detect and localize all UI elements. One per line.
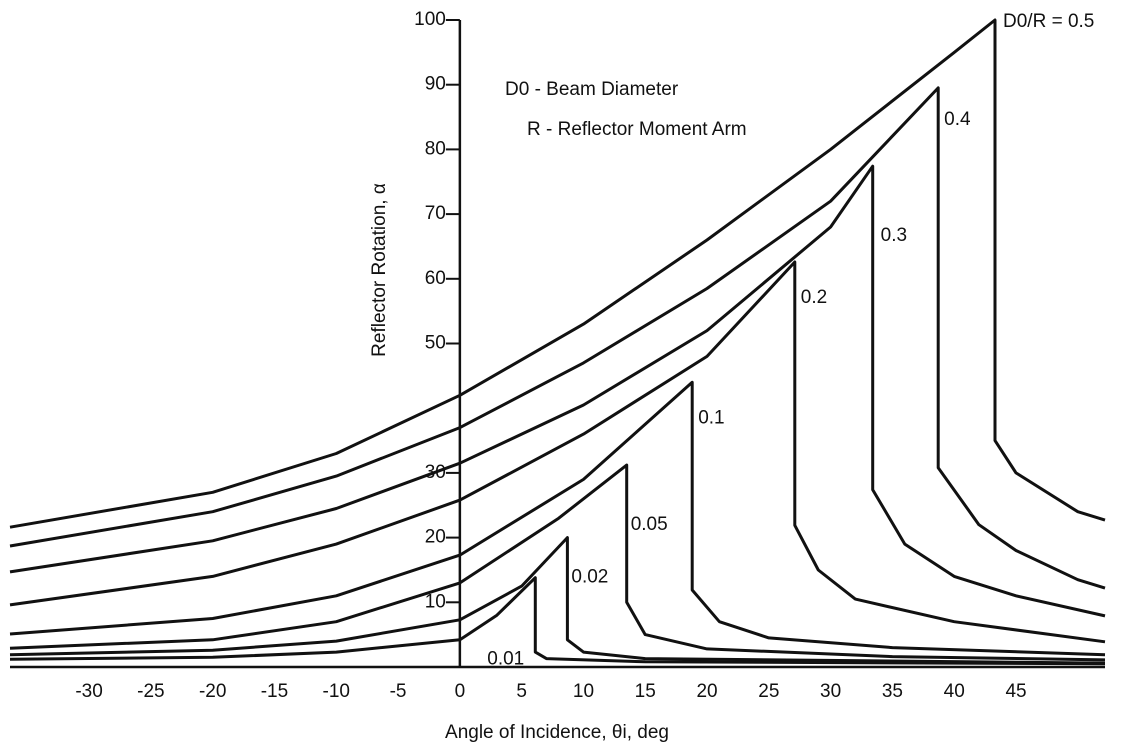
annotation: R - Reflector Moment Arm [527,119,747,140]
x-tick-label: -5 [390,681,407,702]
x-tick-label: -25 [137,681,164,702]
x-tick-label: 25 [758,681,779,702]
y-tick-label: 70 [425,203,446,224]
x-tick-label: -15 [261,681,288,702]
y-tick-label: 10 [425,591,446,612]
series-label: 0.1 [698,407,724,428]
x-tick-label: -20 [199,681,226,702]
y-tick-label: 50 [425,333,446,354]
series-label: 0.01 [487,649,524,670]
curve [9,18,1106,529]
series-label: 0.02 [571,567,608,588]
series-label: 0.4 [944,109,971,130]
series-label: 0.2 [801,287,827,308]
y-tick-label: 80 [425,138,446,159]
y-tick-label: 60 [425,268,446,289]
x-tick-label: -10 [323,681,350,702]
curve [9,260,1106,644]
x-axis-label: Angle of Incidence, θi, deg [445,722,669,743]
curve [9,463,1106,662]
y-tick-label: 20 [425,527,446,548]
curve [9,380,1106,657]
x-tick-label: 0 [455,681,466,702]
series-label: 0.3 [881,225,907,246]
series-label: D0/R = 0.5 [1003,11,1094,32]
curve [9,536,1106,665]
y-tick-label: 100 [414,9,446,30]
x-tick-label: -30 [75,681,102,702]
x-tick-label: 45 [1005,681,1026,702]
x-tick-label: 15 [635,681,656,702]
curve [9,576,1106,666]
x-tick-label: 20 [696,681,717,702]
curve [9,86,1106,590]
y-tick-label: 90 [425,74,446,95]
x-tick-label: 10 [573,681,594,702]
x-tick-label: 30 [820,681,841,702]
series-label: 0.05 [631,514,668,535]
x-tick-label: 35 [882,681,903,702]
curve [9,164,1106,618]
x-tick-label: 40 [944,681,965,702]
x-tick-label: 5 [516,681,527,702]
annotation: D0 - Beam Diameter [505,79,679,100]
y-axis-label: Reflector Rotation, α [369,183,390,357]
